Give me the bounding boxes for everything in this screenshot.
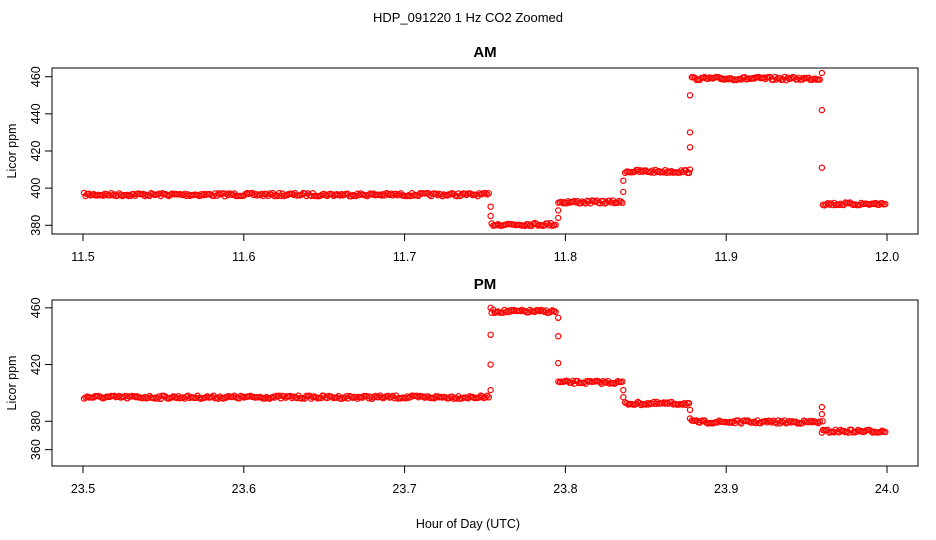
panel-pm-x-tick-label: 23.7 — [392, 482, 416, 496]
panel-pm-data-point — [482, 394, 489, 401]
x-axis-label: Hour of Day (UTC) — [416, 517, 520, 531]
panel-am-transition-point — [686, 144, 694, 151]
panel-am-transition-point — [686, 166, 694, 173]
panel-pm-plot-area — [51, 299, 919, 467]
panel-pm-data-point — [882, 428, 889, 436]
panel-pm-axes: 23.5 23.6 23.7 23.8 23.9 24.0 360 380 420 460 — [29, 297, 899, 496]
panel-am-title: AM — [473, 44, 496, 61]
panel-pm-data-point — [484, 392, 491, 399]
panel-am-y-tick-label: 400 — [29, 178, 43, 199]
panel-pm-transition-point — [686, 406, 694, 414]
panel-pm-x-tick-label: 24.0 — [875, 482, 899, 496]
panel-pm-transition-point — [487, 361, 494, 368]
panel-am-x-tick-label: 11.6 — [232, 250, 255, 264]
panel-pm-transition-point — [487, 386, 494, 394]
panel-pm-y-tick-label: 460 — [29, 297, 43, 318]
panel-pm-y-tick-label: 420 — [29, 354, 43, 375]
panel-pm-x-tick-label: 23.8 — [553, 482, 577, 496]
panel-am-data-point — [378, 192, 385, 199]
panel-am-transition-point — [818, 106, 826, 114]
panel-pm-data-point — [518, 306, 526, 313]
panel-am-points — [80, 69, 889, 230]
panel-pm-transition-point — [620, 386, 627, 394]
panel-am-data-point — [882, 200, 889, 208]
panel-am-data-point — [685, 169, 693, 177]
panel-pm-y-tick-label: 380 — [29, 411, 43, 432]
panel-am-y-tick-label: 420 — [29, 141, 43, 162]
panel-pm-title: PM — [474, 276, 497, 293]
panel-am-y-axis-label: Licor ppm — [5, 124, 19, 179]
panel-am-x-tick-label: 11.8 — [554, 250, 577, 264]
panel-am-y-tick-label: 380 — [29, 215, 43, 236]
panel-pm-transition-point — [555, 359, 562, 367]
panel-pm-y-axis-label: Licor ppm — [5, 356, 19, 411]
panel-pm-transition-point — [818, 429, 826, 436]
figure-title: HDP_091220 1 Hz CO2 Zoomed — [373, 10, 563, 25]
panel-am-transition-point — [555, 207, 562, 214]
panel-pm-transition-point — [819, 418, 826, 425]
panel-am-x-tick-label: 11.9 — [714, 250, 737, 264]
panel-pm-transition-point — [620, 394, 627, 401]
panel-pm-x-tick-label: 23.6 — [232, 482, 256, 496]
panel-pm-transition-point — [686, 415, 694, 422]
panel-pm-transition-point — [487, 331, 494, 338]
panel-pm-data-point — [685, 400, 693, 407]
panel-am-x-tick-label: 11.5 — [71, 250, 94, 264]
panel-am-data-point — [816, 76, 824, 83]
panel-am-transition-point — [818, 164, 826, 171]
panel-pm-transition-point — [818, 403, 826, 411]
panel-am-transition-point — [620, 177, 627, 184]
panel-am-data-point — [485, 190, 492, 197]
panel-am-transition-point — [487, 203, 494, 210]
panel-pm-points — [80, 304, 889, 436]
panel-pm-transition-point — [487, 304, 494, 311]
panel-am-transition-point — [818, 69, 826, 77]
panel-pm-transition-point — [555, 333, 562, 340]
panel-am-transition-point — [555, 214, 562, 222]
panel-pm-x-tick-label: 23.9 — [714, 482, 738, 496]
panel-am-plot-area — [51, 67, 919, 235]
panel-am-x-tick-label: 11.7 — [393, 250, 416, 264]
panel-pm-data-point — [146, 392, 153, 400]
panel-pm-data-point — [816, 418, 824, 425]
panel-pm-data-point — [552, 308, 559, 316]
panel-pm-data-point — [682, 401, 690, 409]
panel-am-transition-point — [620, 188, 627, 196]
panel-pm-data-point — [645, 401, 653, 408]
panel-am-y-tick-label: 440 — [29, 103, 43, 124]
panel-pm: PM Licor ppm 23.5 23.6 23.7 23.8 23.9 24.0 360… — [5, 276, 919, 496]
panel-pm-y-tick-label: 360 — [29, 439, 43, 460]
panel-pm-data-point — [485, 394, 492, 401]
panel-am-transition-point — [686, 92, 694, 99]
panel-am-x-tick-label: 12.0 — [875, 250, 899, 264]
panel-am-data-point — [482, 189, 489, 197]
panel-am-data-point — [647, 169, 654, 176]
panel-am-y-tick-label: 460 — [29, 66, 43, 87]
panel-pm-data-point — [619, 378, 626, 385]
panel-pm-transition-point — [818, 411, 826, 418]
panel-am: AM Licor ppm 11.5 11.6 11.7 11.8 11.9 12.0 380… — [5, 44, 919, 264]
panel-pm-transition-point — [555, 314, 562, 321]
panel-am-transition-point — [487, 212, 494, 220]
panel-am-data-point — [552, 221, 559, 228]
panel-am-transition-point — [686, 129, 694, 136]
panel-am-axes: 11.5 11.6 11.7 11.8 11.9 12.0 380 400 420 440 460 — [29, 66, 899, 264]
panel-am-data-point — [619, 199, 626, 206]
panel-pm-x-tick-label: 23.5 — [71, 482, 95, 496]
panel-am-data-point — [617, 198, 625, 205]
